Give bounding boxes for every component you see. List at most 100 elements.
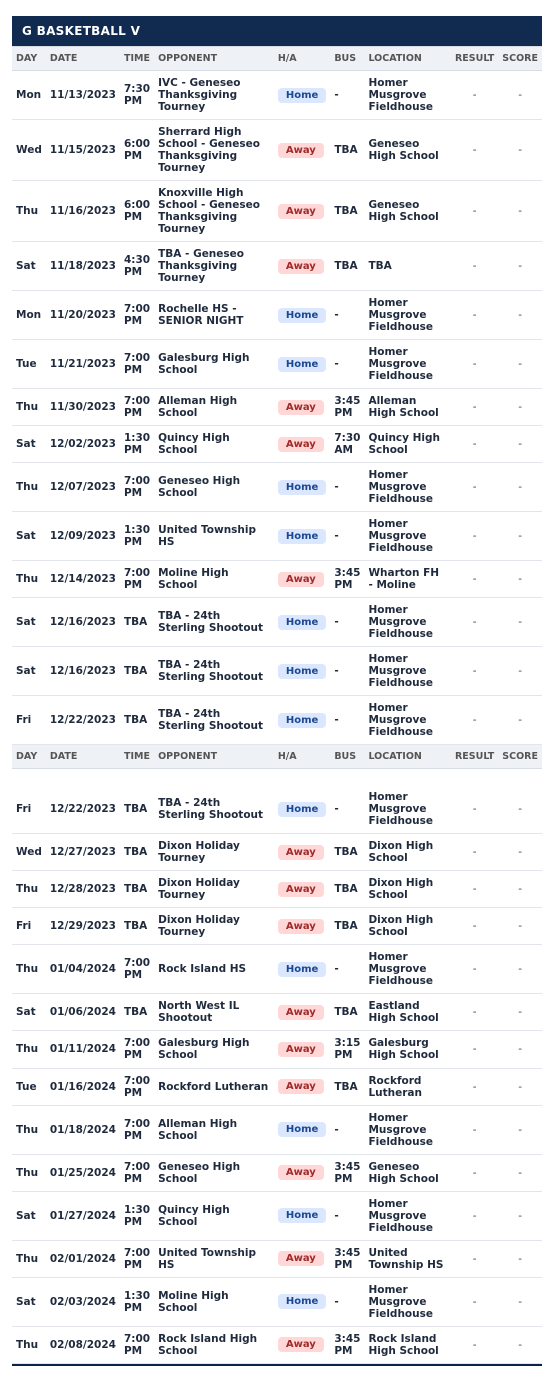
cell-result: - <box>451 561 498 598</box>
cell-opponent: Galesburg High School <box>154 1031 274 1068</box>
cell-result: - <box>451 1277 498 1326</box>
cell-score: - <box>498 1031 542 1068</box>
cell-day: Wed <box>12 120 46 181</box>
cell-location: Homer Musgrove Fieldhouse <box>364 696 451 745</box>
cell-score: - <box>498 696 542 745</box>
table-row[interactable]: Wed12/27/2023TBADixon Holiday TourneyAwa… <box>12 834 542 871</box>
table-row[interactable]: Sat12/02/20231:30PMQuincy High SchoolAwa… <box>12 426 542 463</box>
cell-bus: TBA <box>330 181 364 242</box>
table-row[interactable]: Sat01/06/2024TBANorth West IL ShootoutAw… <box>12 994 542 1031</box>
table-row[interactable]: Sat01/27/20241:30PMQuincy High SchoolHom… <box>12 1191 542 1240</box>
table-row[interactable]: Thu11/30/20237:00PMAlleman High SchoolAw… <box>12 389 542 426</box>
cell-date: 01/06/2024 <box>46 994 120 1031</box>
cell-ha: Home <box>274 291 330 340</box>
table-row[interactable]: Thu01/04/20247:00PMRock Island HSHome-Ho… <box>12 945 542 994</box>
cell-bus: 3:45PM <box>330 561 364 598</box>
cell-ha: Away <box>274 1240 330 1277</box>
table-row[interactable]: Sat12/16/2023TBATBA - 24th Sterling Shoo… <box>12 598 542 647</box>
cell-location: Alleman High School <box>364 389 451 426</box>
cell-day: Mon <box>12 71 46 120</box>
cell-time: TBA <box>120 994 154 1031</box>
cell-time: 7:00PM <box>120 291 154 340</box>
cell-opponent: Quincy High School <box>154 426 274 463</box>
cell-bus: 3:15PM <box>330 1031 364 1068</box>
cell-date: 12/27/2023 <box>46 834 120 871</box>
table-row[interactable]: Sat02/03/20241:30PMMoline High SchoolHom… <box>12 1277 542 1326</box>
cell-ha: Away <box>274 1154 330 1191</box>
cell-result: - <box>451 291 498 340</box>
cell-score: - <box>498 71 542 120</box>
cell-date: 12/22/2023 <box>46 696 120 745</box>
cell-date: 01/04/2024 <box>46 945 120 994</box>
cell-opponent: United Township HS <box>154 1240 274 1277</box>
col-result: RESULT <box>451 745 498 769</box>
table-row[interactable]: Thu01/18/20247:00PMAlleman High SchoolHo… <box>12 1105 542 1154</box>
cell-time: 1:30PM <box>120 426 154 463</box>
table-row[interactable]: Sat12/16/2023TBATBA - 24th Sterling Shoo… <box>12 647 542 696</box>
cell-ha: Away <box>274 1326 330 1363</box>
table-row[interactable]: Thu12/28/2023TBADixon Holiday TourneyAwa… <box>12 871 542 908</box>
cell-location: United Township HS <box>364 1240 451 1277</box>
cell-score: - <box>498 871 542 908</box>
cell-time: 1:30PM <box>120 1277 154 1326</box>
cell-bus: - <box>330 291 364 340</box>
table-row[interactable]: Mon11/13/20237:30PMIVC - Geneseo Thanksg… <box>12 71 542 120</box>
cell-result: - <box>451 1240 498 1277</box>
away-badge: Away <box>278 204 324 219</box>
table-row[interactable]: Sat11/18/20234:30PMTBA - Geneseo Thanksg… <box>12 242 542 291</box>
col-day: DAY <box>12 745 46 769</box>
cell-bus: - <box>330 1105 364 1154</box>
cell-bus: - <box>330 945 364 994</box>
cell-ha: Away <box>274 994 330 1031</box>
cell-bus: - <box>330 340 364 389</box>
cell-bus: - <box>330 71 364 120</box>
col-ha: H/A <box>274 47 330 71</box>
table-row[interactable]: Sat12/09/20231:30PMUnited Township HSHom… <box>12 512 542 561</box>
cell-ha: Away <box>274 120 330 181</box>
table-row[interactable]: Thu01/11/20247:00PMGalesburg High School… <box>12 1031 542 1068</box>
table-row[interactable]: Thu02/01/20247:00PMUnited Township HSAwa… <box>12 1240 542 1277</box>
table-row[interactable]: Fri12/22/2023TBATBA - 24th Sterling Shoo… <box>12 696 542 745</box>
cell-result: - <box>451 945 498 994</box>
cell-score: - <box>498 785 542 834</box>
cell-ha: Away <box>274 426 330 463</box>
cell-score: - <box>498 181 542 242</box>
table-row[interactable]: Thu12/14/20237:00PMMoline High SchoolAwa… <box>12 561 542 598</box>
home-badge: Home <box>278 529 326 544</box>
cell-date: 02/03/2024 <box>46 1277 120 1326</box>
table-row[interactable]: Tue11/21/20237:00PMGalesburg High School… <box>12 340 542 389</box>
table-row[interactable]: Thu11/16/20236:00PMKnoxville High School… <box>12 181 542 242</box>
col-score: SCORE <box>498 47 542 71</box>
cell-day: Tue <box>12 1068 46 1105</box>
cell-date: 01/16/2024 <box>46 1068 120 1105</box>
cell-location: Geneseo High School <box>364 1154 451 1191</box>
cell-score: - <box>498 1068 542 1105</box>
home-badge: Home <box>278 1294 326 1309</box>
table-row[interactable]: Thu12/07/20237:00PMGeneseo High SchoolHo… <box>12 463 542 512</box>
cell-opponent: Rock Island High School <box>154 1326 274 1363</box>
home-badge: Home <box>278 480 326 495</box>
col-day: DAY <box>12 47 46 71</box>
cell-date: 12/29/2023 <box>46 908 120 945</box>
col-opponent: OPPONENT <box>154 47 274 71</box>
cell-score: - <box>498 340 542 389</box>
cell-date: 12/14/2023 <box>46 561 120 598</box>
table-row[interactable]: Thu02/08/20247:00PMRock Island High Scho… <box>12 1326 542 1363</box>
cell-result: - <box>451 181 498 242</box>
table-row[interactable]: Mon11/20/20237:00PMRochelle HS - SENIOR … <box>12 291 542 340</box>
table-row[interactable]: Thu01/25/20247:00PMGeneseo High SchoolAw… <box>12 1154 542 1191</box>
cell-ha: Away <box>274 242 330 291</box>
cell-location: Dixon High School <box>364 908 451 945</box>
col-date: DATE <box>46 745 120 769</box>
col-time: TIME <box>120 745 154 769</box>
table-row[interactable]: Fri12/29/2023TBADixon Holiday TourneyAwa… <box>12 908 542 945</box>
cell-day: Sat <box>12 647 46 696</box>
cell-location: Homer Musgrove Fieldhouse <box>364 291 451 340</box>
cell-location: Homer Musgrove Fieldhouse <box>364 463 451 512</box>
cell-date: 11/20/2023 <box>46 291 120 340</box>
col-bus: BUS <box>330 745 364 769</box>
table-row[interactable]: Tue01/16/20247:00PMRockford LutheranAway… <box>12 1068 542 1105</box>
table-row[interactable]: Fri12/22/2023TBATBA - 24th Sterling Shoo… <box>12 785 542 834</box>
table-row[interactable]: Wed11/15/20236:00PMSherrard High School … <box>12 120 542 181</box>
cell-opponent: Galesburg High School <box>154 340 274 389</box>
